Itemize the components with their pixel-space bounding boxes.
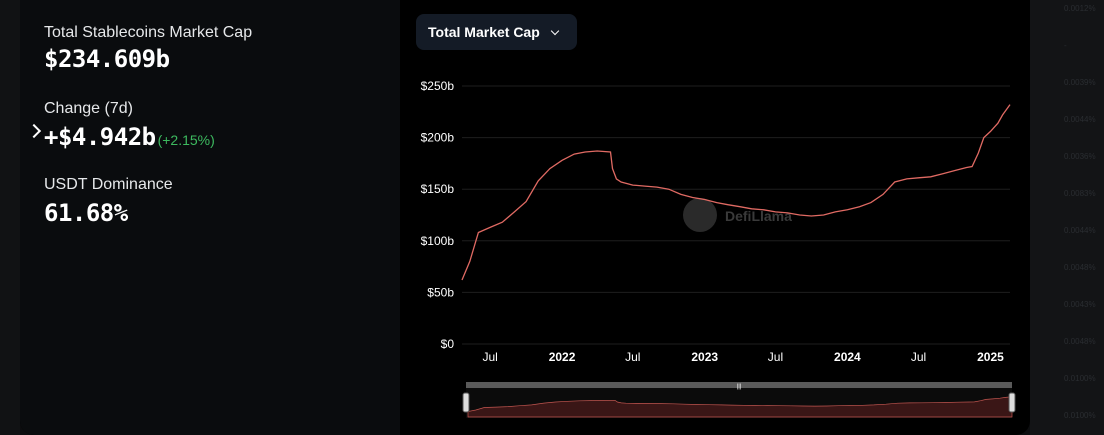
watermark-text: DefiLlama (725, 208, 792, 224)
change-label: Change (7d) (44, 100, 133, 117)
background-cell: 0.0036% (1064, 152, 1096, 161)
background-cell: 0.0044% (1064, 226, 1096, 235)
llama-logo-icon (683, 198, 717, 232)
dominance-value: 61.68% (44, 199, 128, 227)
left-page-strip (0, 0, 20, 435)
series-line (461, 104, 1011, 281)
brush-right-handle[interactable] (1008, 392, 1016, 413)
market-cap-label: Total Stablecoins Market Cap (44, 24, 253, 41)
x-tick-label: Jul (625, 350, 640, 364)
brush-selection-bar[interactable] (466, 382, 1012, 388)
background-table-column: 0.0012% - 0.0039% 0.0044% 0.0036% 0.0083% 0.00… (1030, 0, 1104, 435)
y-tick-label: $150b (421, 182, 455, 196)
background-cell: 0.0083% (1064, 189, 1096, 198)
background-cell: 0.0043% (1064, 300, 1096, 309)
y-tick-label: $100b (421, 234, 455, 248)
background-cell: 0.0012% (1064, 4, 1096, 13)
watermark: DefiLlama (683, 198, 792, 232)
background-cell: 0.0100% (1064, 411, 1096, 420)
background-cell: 0.0044% (1064, 115, 1096, 124)
x-tick-label: 2023 (691, 350, 718, 364)
brush-left-handle[interactable] (462, 392, 470, 413)
brush-mini-area (467, 396, 1013, 418)
metric-dropdown[interactable]: Total Market Cap (416, 14, 577, 50)
metric-dropdown-label: Total Market Cap (428, 24, 540, 40)
change-row: +$4.942b (+2.15%) (44, 123, 215, 151)
stats-panel: Total Stablecoins Market Cap $234.609b C… (20, 0, 400, 435)
change-value: +$4.942b (44, 123, 156, 151)
dominance-label: USDT Dominance (44, 176, 173, 193)
y-tick-label: $0 (441, 337, 455, 351)
x-tick-label: 2024 (834, 350, 861, 364)
y-tick-label: $250b (421, 79, 455, 93)
change-percent: (+2.15%) (157, 132, 215, 148)
market-cap-value: $234.609b (44, 45, 170, 73)
background-cell: - (1064, 41, 1067, 50)
background-cell: 0.0039% (1064, 78, 1096, 87)
x-tick-label: Jul (482, 350, 497, 364)
x-tick-label: 2022 (549, 350, 576, 364)
brush-grip-icon[interactable]: ||| (737, 384, 742, 390)
background-cell: 0.0100% (1064, 374, 1096, 383)
y-tick-label: $50b (427, 285, 454, 299)
y-tick-label: $200b (421, 131, 455, 145)
range-brush[interactable]: ||| (462, 382, 1016, 418)
x-tick-label: Jul (911, 350, 926, 364)
background-cell: 0.0048% (1064, 263, 1096, 272)
x-tick-label: 2025 (977, 350, 1004, 364)
background-cell: 0.0048% (1064, 337, 1096, 346)
x-tick-label: Jul (768, 350, 783, 364)
